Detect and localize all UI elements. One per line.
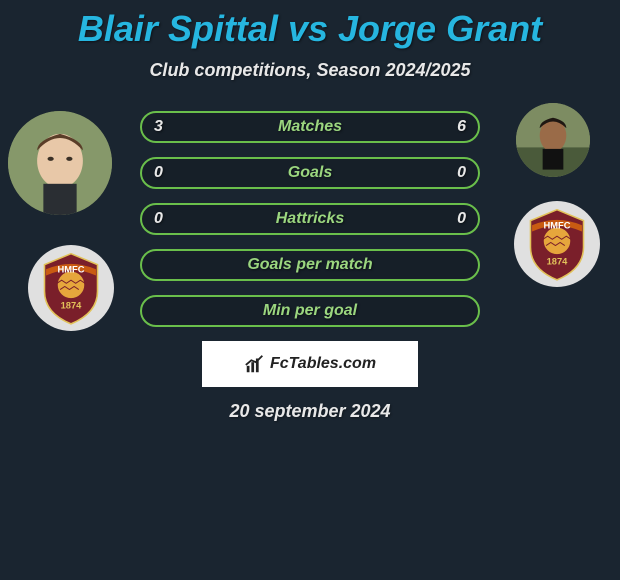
svg-text:1874: 1874: [61, 300, 83, 310]
svg-text:1874: 1874: [547, 256, 569, 266]
stat-label: Goals per match: [247, 256, 372, 274]
stat-row-hattricks: 0 Hattricks 0: [140, 203, 480, 235]
stat-label: Matches: [278, 118, 342, 136]
player2-face-icon: [516, 103, 590, 177]
brand-text: FcTables.com: [270, 355, 376, 373]
stat-right-value: 0: [457, 164, 466, 182]
comparison-title: Blair Spittal vs Jorge Grant: [0, 0, 620, 50]
crest-icon: HMFC 1874: [32, 249, 110, 327]
player2-photo: [516, 103, 590, 177]
stat-label: Goals: [288, 164, 332, 182]
stat-left-value: 3: [154, 118, 163, 136]
player2-name: Jorge Grant: [338, 8, 542, 49]
stats-column: 3 Matches 6 0 Goals 0 0 Hattricks 0 Goal…: [140, 111, 480, 341]
stat-left-value: 0: [154, 164, 163, 182]
chart-icon: [244, 353, 266, 375]
stat-right-value: 6: [457, 118, 466, 136]
player1-photo: [8, 111, 112, 215]
stat-row-goals: 0 Goals 0: [140, 157, 480, 189]
svg-text:HMFC: HMFC: [544, 220, 571, 230]
stat-label: Hattricks: [276, 210, 344, 228]
stat-left-value: 0: [154, 210, 163, 228]
brand-footer: FcTables.com: [202, 341, 418, 387]
vs-word: vs: [288, 8, 328, 49]
player1-face-icon: [8, 111, 112, 215]
crest-icon: HMFC 1874: [518, 205, 596, 283]
stat-row-matches: 3 Matches 6: [140, 111, 480, 143]
stat-row-mpg: Min per goal: [140, 295, 480, 327]
date-line: 20 september 2024: [0, 401, 620, 422]
stat-label: Min per goal: [263, 302, 357, 320]
player1-name: Blair Spittal: [78, 8, 278, 49]
player1-club-crest: HMFC 1874: [28, 245, 114, 331]
svg-text:HMFC: HMFC: [58, 264, 85, 274]
player2-club-crest: HMFC 1874: [514, 201, 600, 287]
stat-right-value: 0: [457, 210, 466, 228]
stat-row-gpm: Goals per match: [140, 249, 480, 281]
subtitle: Club competitions, Season 2024/2025: [0, 60, 620, 81]
